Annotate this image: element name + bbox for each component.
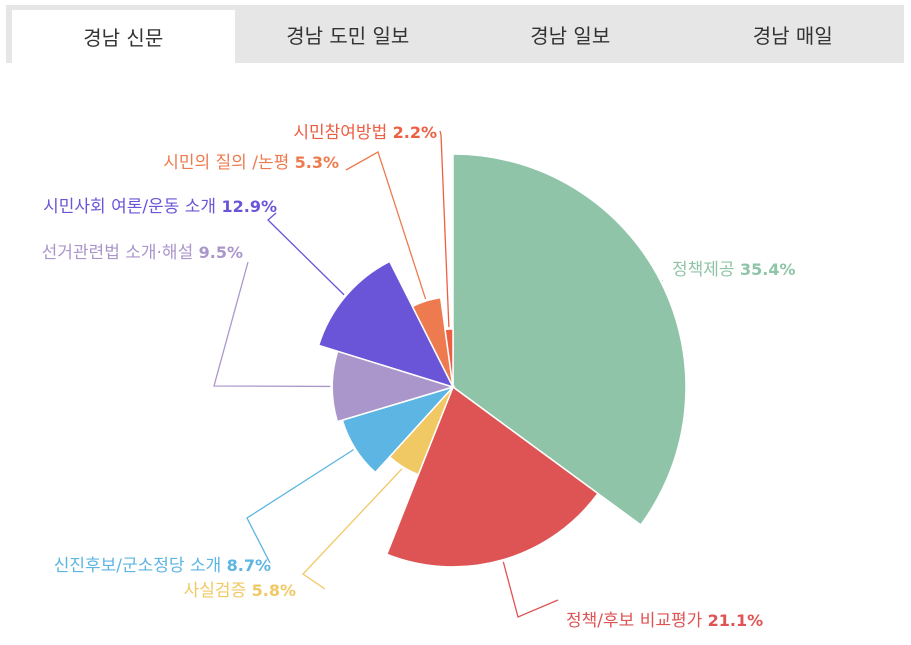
pie-slice[interactable]: [385, 385, 600, 568]
tab-gyeongnam-sinmun[interactable]: 경남 신문: [12, 10, 235, 63]
pie-slice[interactable]: [452, 153, 687, 526]
slice-label: 시민참여방법 2.2%: [293, 123, 437, 143]
slice-label: 정책/후보 비교평가 21.1%: [566, 611, 763, 631]
slice-leader-line: [439, 130, 450, 328]
slice-leader-line: [502, 561, 559, 618]
slice-leader-line: [267, 212, 345, 296]
tab-gyeongnam-ilbo[interactable]: 경남 일보: [530, 23, 611, 48]
pie-slice[interactable]: [317, 260, 455, 389]
slice-label: 선거관련법 소개·해설 9.5%: [42, 243, 243, 263]
pie-slice[interactable]: [411, 296, 454, 388]
tab-bar: 경남 신문 경남 도민 일보 경남 일보 경남 매일: [6, 5, 904, 63]
pie-slice[interactable]: [444, 328, 454, 388]
slice-label: 신진후보/군소정당 소개 8.7%: [54, 556, 271, 576]
tab-gyeongnam-domin-ilbo[interactable]: 경남 도민 일보: [286, 23, 410, 48]
slice-label: 시민의 질의 /논평 5.3%: [163, 153, 339, 173]
slice-leader-line: [213, 261, 331, 388]
slice-label: 정책제공 35.4%: [672, 260, 795, 280]
slice-leader-line: [302, 468, 403, 590]
slice-label: 사실검증 5.8%: [184, 581, 296, 601]
slice-leader-line: [246, 449, 354, 564]
tab-gyeongnam-maeil[interactable]: 경남 매일: [752, 23, 833, 48]
slice-label: 시민사회 여론/운동 소개 12.9%: [43, 197, 277, 217]
slice-leader-line: [345, 151, 427, 300]
